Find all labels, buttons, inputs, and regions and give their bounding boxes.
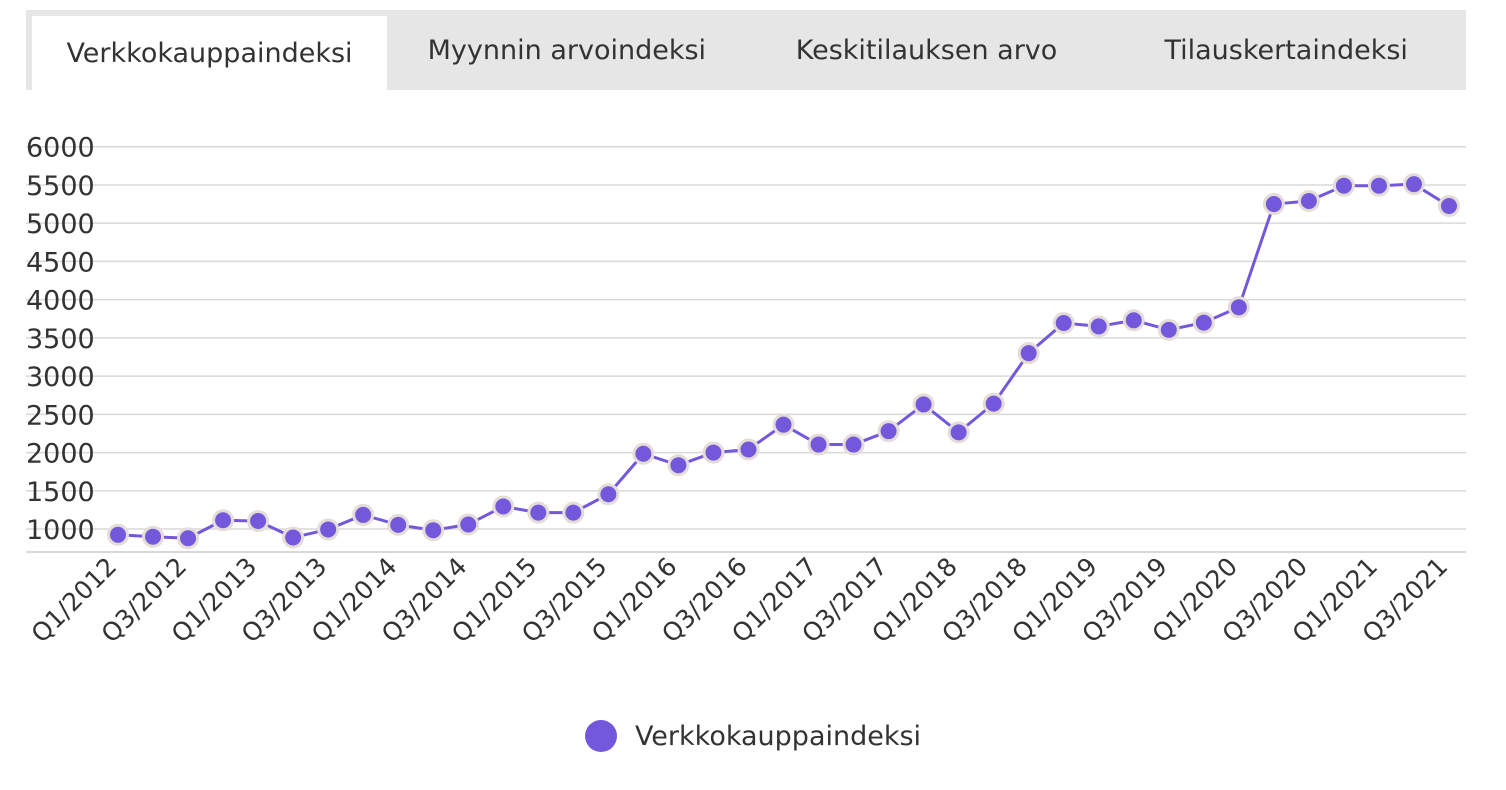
data-point	[422, 519, 445, 542]
y-tick-label: 6000	[26, 133, 95, 164]
y-tick-label: 4000	[26, 286, 95, 317]
data-point	[702, 441, 725, 464]
data-point	[1122, 309, 1145, 332]
data-point	[1052, 311, 1075, 334]
legend-marker-icon[interactable]	[584, 720, 617, 752]
data-point	[772, 413, 795, 436]
data-point	[492, 495, 515, 518]
data-point	[1227, 296, 1250, 319]
data-point	[1017, 342, 1040, 365]
data-point	[947, 421, 970, 444]
data-point	[807, 433, 830, 456]
y-tick-label: 5000	[26, 209, 95, 240]
data-point	[1192, 311, 1215, 334]
data-point	[737, 438, 760, 461]
data-point	[387, 513, 410, 536]
y-tick-label: 4500	[26, 247, 95, 278]
data-point	[1087, 315, 1110, 338]
y-tick-label: 2000	[26, 439, 95, 470]
tab-bar: Verkkokauppaindeksi Myynnin arvoindeksi …	[26, 10, 1466, 90]
data-point	[562, 501, 585, 524]
data-point	[247, 510, 270, 533]
data-point	[1367, 174, 1390, 197]
data-point	[1262, 193, 1285, 216]
data-point	[842, 433, 865, 456]
data-point	[352, 503, 375, 526]
y-tick-label: 1000	[26, 515, 95, 546]
data-point	[1157, 318, 1180, 341]
y-tick-label: 3500	[26, 324, 95, 355]
y-tick-label: 2500	[26, 400, 95, 431]
data-point	[1297, 190, 1320, 213]
data-point	[667, 454, 690, 477]
data-point	[107, 523, 129, 546]
data-point	[282, 526, 305, 549]
data-point	[212, 509, 235, 532]
series-line	[117, 182, 1450, 540]
data-point	[877, 420, 900, 443]
y-tick-label: 3000	[26, 362, 95, 393]
y-tick-label: 1500	[26, 477, 95, 508]
tab-myynnin-arvoindeksi[interactable]: Myynnin arvoindeksi	[427, 34, 707, 66]
line-chart: 1000 1500 2000 2500 3000 3500 4000 4500 5000 5500…	[26, 133, 1466, 648]
legend-label[interactable]: Verkkokauppaindeksi	[634, 720, 922, 752]
chart-legend: Verkkokauppaindeksi	[0, 720, 1506, 752]
data-point	[632, 442, 655, 465]
data-point	[1402, 173, 1425, 196]
data-point	[527, 501, 550, 524]
data-point	[597, 483, 620, 506]
tab-verkkokauppaindeksi[interactable]: Verkkokauppaindeksi	[32, 16, 387, 90]
tab-keskitilauksen-arvo[interactable]: Keskitilauksen arvo	[795, 34, 1058, 66]
data-point	[457, 513, 480, 536]
data-point	[1332, 174, 1355, 197]
data-point	[317, 518, 340, 541]
data-point	[982, 392, 1005, 415]
data-point	[177, 527, 200, 550]
data-point	[142, 525, 165, 548]
tab-tilauskertaindeksi[interactable]: Tilauskertaindeksi	[1164, 34, 1408, 66]
data-point	[1438, 194, 1460, 217]
data-point	[912, 393, 935, 416]
y-tick-label: 5500	[26, 171, 95, 202]
